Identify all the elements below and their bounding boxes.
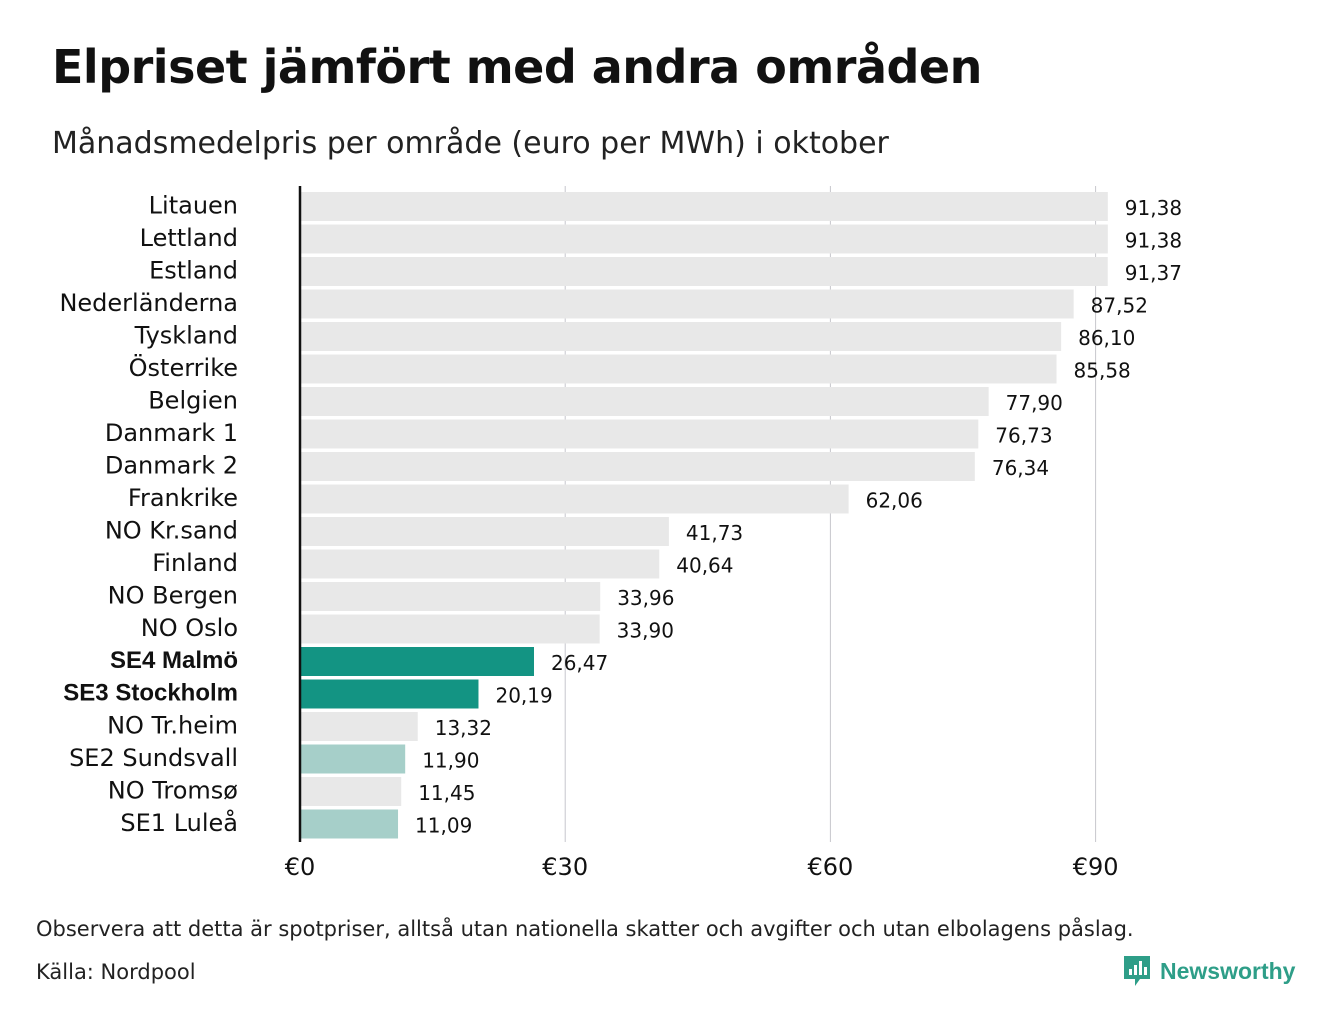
value-label: 87,52 xyxy=(1091,294,1148,318)
category-label: SE3 Stockholm xyxy=(63,679,238,706)
category-label: SE2 Sundsvall xyxy=(69,744,238,772)
bar xyxy=(300,777,402,806)
category-label: NO Tr.heim xyxy=(107,712,238,740)
brand-name: Newsworthy xyxy=(1160,957,1296,984)
value-label: 77,90 xyxy=(1006,391,1063,415)
chart-subtitle: Månadsmedelpris per område (euro per MWh… xyxy=(52,126,889,161)
value-label: 62,06 xyxy=(866,489,923,513)
value-label: 33,90 xyxy=(617,619,674,643)
bar xyxy=(300,549,660,579)
bar xyxy=(300,484,849,514)
category-label: Frankrike xyxy=(128,484,238,512)
brand-logo: Newsworthy xyxy=(1122,954,1295,988)
category-label: NO Kr.sand xyxy=(105,517,238,545)
value-label: 76,73 xyxy=(995,424,1052,448)
category-label: Litauen xyxy=(149,192,238,220)
value-label: 85,58 xyxy=(1074,359,1131,383)
category-label: NO Oslo xyxy=(141,614,238,642)
bar xyxy=(300,224,1108,254)
bar xyxy=(300,387,989,416)
value-label: 13,32 xyxy=(435,716,492,740)
value-label: 33,96 xyxy=(617,586,674,610)
category-label: Österrike xyxy=(129,353,238,382)
value-label: 20,19 xyxy=(495,684,552,708)
x-tick-label: €0 xyxy=(285,853,316,881)
bar xyxy=(300,712,418,741)
value-label: 26,47 xyxy=(551,651,608,675)
category-label: SE1 Luleå xyxy=(120,808,238,837)
bar xyxy=(300,322,1062,351)
value-label: 11,90 xyxy=(422,749,479,773)
bar xyxy=(300,614,600,644)
category-label: Estland xyxy=(149,257,238,285)
x-tick-label: €60 xyxy=(807,853,853,881)
bar-chart: Litauen 91,38 Lettland 91,38 Estland 91,37 Ned… xyxy=(59,186,1182,881)
value-label: 11,09 xyxy=(415,814,472,838)
value-label: 76,34 xyxy=(992,456,1049,480)
category-label: Lettland xyxy=(140,224,238,252)
bar xyxy=(300,257,1108,286)
value-label: 40,64 xyxy=(676,554,733,578)
value-label: 91,38 xyxy=(1125,229,1182,253)
x-tick-label: €90 xyxy=(1073,853,1119,881)
footnote: Observera att detta är spotpriser, allts… xyxy=(36,917,1134,941)
category-label: Danmark 2 xyxy=(105,452,238,480)
category-label: Nederländerna xyxy=(59,289,238,317)
category-label: NO Bergen xyxy=(108,582,238,610)
category-label: Finland xyxy=(152,549,238,577)
bar xyxy=(300,809,399,839)
bar xyxy=(300,679,479,709)
bar xyxy=(300,517,669,546)
source-note: Källa: Nordpool xyxy=(36,960,196,984)
value-label: 11,45 xyxy=(418,781,475,805)
category-label: Belgien xyxy=(148,387,238,415)
x-tick-label: €30 xyxy=(542,853,588,881)
category-label: Tyskland xyxy=(134,322,238,350)
bar xyxy=(300,582,601,611)
value-label: 86,10 xyxy=(1078,326,1135,350)
value-label: 91,38 xyxy=(1125,196,1182,220)
category-label: SE4 Malmö xyxy=(110,647,238,674)
bar xyxy=(300,419,979,449)
bar xyxy=(300,647,534,676)
value-label: 41,73 xyxy=(686,521,743,545)
category-label: NO Tromsø xyxy=(108,777,238,805)
chart-title: Elpriset jämfört med andra områden xyxy=(52,40,982,94)
bar xyxy=(300,354,1057,384)
bar-chart-speech-bubble-icon xyxy=(1124,956,1150,986)
bar xyxy=(300,289,1074,319)
bar xyxy=(300,452,975,481)
value-label: 91,37 xyxy=(1125,261,1182,285)
bar xyxy=(300,744,406,774)
category-label: Danmark 1 xyxy=(105,419,238,447)
bar xyxy=(300,192,1108,221)
